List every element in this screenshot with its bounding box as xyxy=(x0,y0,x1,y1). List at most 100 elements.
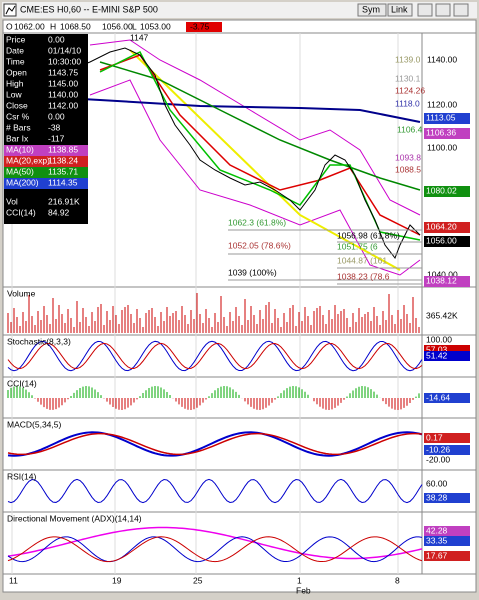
ma-row-bg xyxy=(4,156,88,167)
panel-value-box xyxy=(424,445,470,455)
data-label: Date xyxy=(6,45,24,55)
stoch-k xyxy=(7,340,423,372)
quote-field: -3.75 xyxy=(190,21,210,31)
fib-label: 1051.75 (6 xyxy=(337,241,378,251)
data-label: MA(50) xyxy=(6,166,34,176)
panel-value: -10.26 xyxy=(426,444,450,454)
price-marker xyxy=(424,236,470,247)
data-value: 0.00 xyxy=(48,34,65,44)
quote-field: 1056.00 xyxy=(102,21,133,31)
fib-label: 1124.26 xyxy=(395,85,425,95)
change-box xyxy=(186,22,222,32)
price-axis-label: 1040.00 xyxy=(427,269,458,279)
price-marker-label: 1080.02 xyxy=(426,185,457,195)
di-minus xyxy=(7,536,423,563)
quote-field: 1068.50 xyxy=(60,21,91,31)
app-icon xyxy=(3,3,17,17)
data-label: Price xyxy=(6,34,26,44)
price xyxy=(9,47,421,260)
data-value: 10:30:00 xyxy=(48,56,81,66)
panel-title: CCI(14) xyxy=(7,378,37,388)
di-plus xyxy=(7,536,423,563)
data-value: 1142.00 xyxy=(48,100,78,110)
data-value: 1140.00 xyxy=(48,89,78,99)
panel-value-box xyxy=(424,551,470,561)
quote-field: L xyxy=(132,21,137,31)
data-value: 0.00 xyxy=(48,111,65,121)
fib-label: 1118.0 xyxy=(395,98,420,108)
panel-value-box xyxy=(424,526,470,536)
data-label: Csr % xyxy=(6,111,30,121)
price-marker-label: 1056.00 xyxy=(426,235,457,245)
fib-label: 1038.23 (78.6 xyxy=(337,271,390,281)
panel-value-box xyxy=(424,351,470,361)
price-marker-label: 1038.12 xyxy=(426,275,457,285)
data-label: Low xyxy=(6,89,22,99)
data-value: 216.91K xyxy=(48,196,80,206)
price-axis-label: 1140.00 xyxy=(427,54,457,64)
data-value: 1145.00 xyxy=(48,78,78,88)
x-axis-label: 11 xyxy=(9,575,18,585)
data-label: # Bars xyxy=(6,122,31,132)
x-axis-label: 25 xyxy=(193,575,203,585)
price-marker xyxy=(424,128,470,139)
price-marker-label: 1106.36 xyxy=(426,127,456,137)
close-button[interactable] xyxy=(453,3,469,17)
sym-button-label: Sym xyxy=(362,4,380,14)
panel-value: -20.00 xyxy=(426,454,450,464)
fib-label: 1139.0 xyxy=(395,54,421,64)
panel-value: 100.00 xyxy=(426,334,452,344)
window-title: CME:ES H0,60 -- E-MINI S&P 500 xyxy=(20,4,158,14)
panel-title: MACD(5,34,5) xyxy=(7,419,61,429)
price-marker xyxy=(424,276,470,287)
data-label: Vol xyxy=(6,196,18,206)
ma10 xyxy=(99,50,421,241)
link-button-label: Link xyxy=(391,4,408,14)
x-axis-month: Feb xyxy=(296,585,311,595)
bollinger-upper xyxy=(89,39,421,216)
panel-value-box xyxy=(424,393,470,403)
panel-value: 33.35 xyxy=(426,535,448,545)
minimize-button[interactable] xyxy=(417,3,433,17)
fib-label: 1052.05 (78.6%) xyxy=(228,240,291,250)
price-marker-label: 1064.20 xyxy=(426,221,457,231)
sym-button[interactable] xyxy=(357,3,387,17)
fib-label: 1044.87 (161 xyxy=(337,255,387,265)
ma-row-bg xyxy=(4,167,88,178)
fib-label: 1039 (100%) xyxy=(228,267,277,277)
panel-value: 0.17 xyxy=(426,432,443,442)
data-value: 1138.85 xyxy=(48,144,78,154)
maximize-button[interactable] xyxy=(435,3,451,17)
data-value: 1138.24 xyxy=(48,155,78,165)
data-value: -38 xyxy=(48,122,61,132)
fib-label: 1147 xyxy=(130,32,149,42)
fib-label: 1093.8 xyxy=(395,152,421,162)
panel-title: Directional Movement (ADX)(14,14) xyxy=(7,513,142,523)
panel-value: 17.67 xyxy=(426,550,448,560)
data-label: Bar Ix xyxy=(6,133,29,143)
price-marker xyxy=(424,186,470,197)
app-icon-glyph xyxy=(5,5,16,15)
macd xyxy=(7,431,423,457)
link-button[interactable] xyxy=(387,3,413,17)
data-label: MA(20,exp) xyxy=(6,155,50,165)
fib-label: 1088.5 xyxy=(395,164,421,174)
price-marker xyxy=(424,222,470,233)
data-value: 84.92 xyxy=(48,207,70,217)
panel-title: RSI(14) xyxy=(7,471,36,481)
panel-value: 60.00 xyxy=(426,478,448,488)
price-axis-label: 1120.00 xyxy=(427,99,457,109)
panel-value: 57.03 xyxy=(426,344,448,354)
data-label: Time xyxy=(6,56,25,66)
panel-value-box xyxy=(424,345,470,355)
data-label: MA(200) xyxy=(6,177,39,187)
x-axis-label: 8 xyxy=(395,575,400,585)
panel-value-box xyxy=(424,493,470,503)
rsi xyxy=(7,478,423,504)
fib-label: 1130.1 xyxy=(395,73,421,83)
x-axis-label: 19 xyxy=(112,575,122,585)
quote-field: 1053.00 xyxy=(140,21,171,31)
quote-field: H xyxy=(50,21,56,31)
panel-value: 365.42K xyxy=(426,310,458,320)
